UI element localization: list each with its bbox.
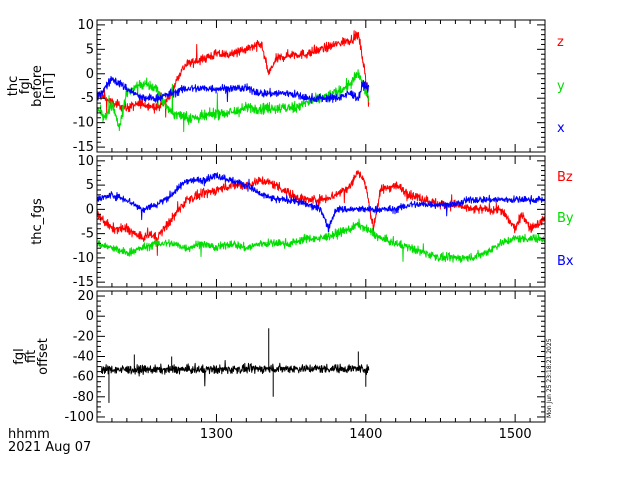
y-tick-label: -5 [81, 227, 94, 242]
y-tick-label: 20 [77, 289, 94, 304]
legend-bz: Bz [557, 170, 573, 185]
series-line-z [96, 30, 370, 118]
timestamp-stamp: Mon Jun 25 23:18:21 2025 [546, 338, 553, 418]
x-tick-label: 1300 [200, 427, 233, 442]
x-tick-label: 1500 [499, 427, 532, 442]
y-tick-label: 0 [86, 67, 94, 82]
y-tick-label: -100 [64, 410, 94, 425]
y-tick-label: -20 [73, 329, 94, 344]
y-axis-label: thc [6, 76, 21, 96]
x-tick-label: 1400 [349, 427, 382, 442]
y-axis-label: before [30, 65, 45, 107]
y-tick-label: -60 [73, 370, 94, 385]
footer-date: 2021 Aug 07 [8, 440, 91, 455]
y-tick-label: -80 [73, 390, 94, 405]
panel-2: 10 5 0 -5 -10 -15 thc_fgs Bz By Bx [30, 154, 574, 290]
series-line-offset [100, 328, 370, 403]
y-tick-label: -10 [73, 116, 94, 131]
y-axis-label: fgl [18, 78, 33, 94]
legend-bx: Bx [557, 254, 574, 269]
y-axis-label: fit [24, 350, 39, 363]
y-tick-label: 0 [86, 309, 94, 324]
y-tick-label: -10 [73, 251, 94, 266]
legend-z: z [557, 35, 564, 50]
y-tick-label: -5 [81, 91, 94, 106]
y-axis-label: thc_fgs [30, 198, 45, 245]
y-tick-label: -15 [73, 140, 94, 155]
y-axis-label: offset [36, 338, 51, 375]
series-line-by [96, 218, 546, 263]
y-axis-label: fgl [12, 348, 27, 364]
legend-y: y [557, 79, 565, 94]
series-line-bx [96, 172, 546, 233]
series-line-y [96, 69, 370, 133]
y-tick-label: 5 [86, 42, 94, 57]
y-tick-label: -15 [73, 275, 94, 290]
legend-x: x [557, 121, 565, 136]
y-tick-label: 0 [86, 202, 94, 217]
y-tick-label: 10 [77, 154, 94, 169]
chart-layers: 1050-5-10-15thcfglbefore[nT]zyx1050-5-10… [6, 18, 574, 442]
panel-frame [96, 290, 546, 423]
panel-frame [96, 19, 546, 153]
y-tick-label: 5 [86, 178, 94, 193]
legend-by: By [557, 211, 574, 226]
y-tick-label: 10 [77, 18, 94, 33]
series-line-bz [96, 170, 546, 256]
panel-frame [96, 155, 546, 288]
footer-hhmm: hhmm [8, 427, 50, 442]
y-axis-label: [nT] [42, 73, 57, 99]
series-line-x [96, 75, 370, 104]
y-tick-label: -40 [73, 350, 94, 365]
